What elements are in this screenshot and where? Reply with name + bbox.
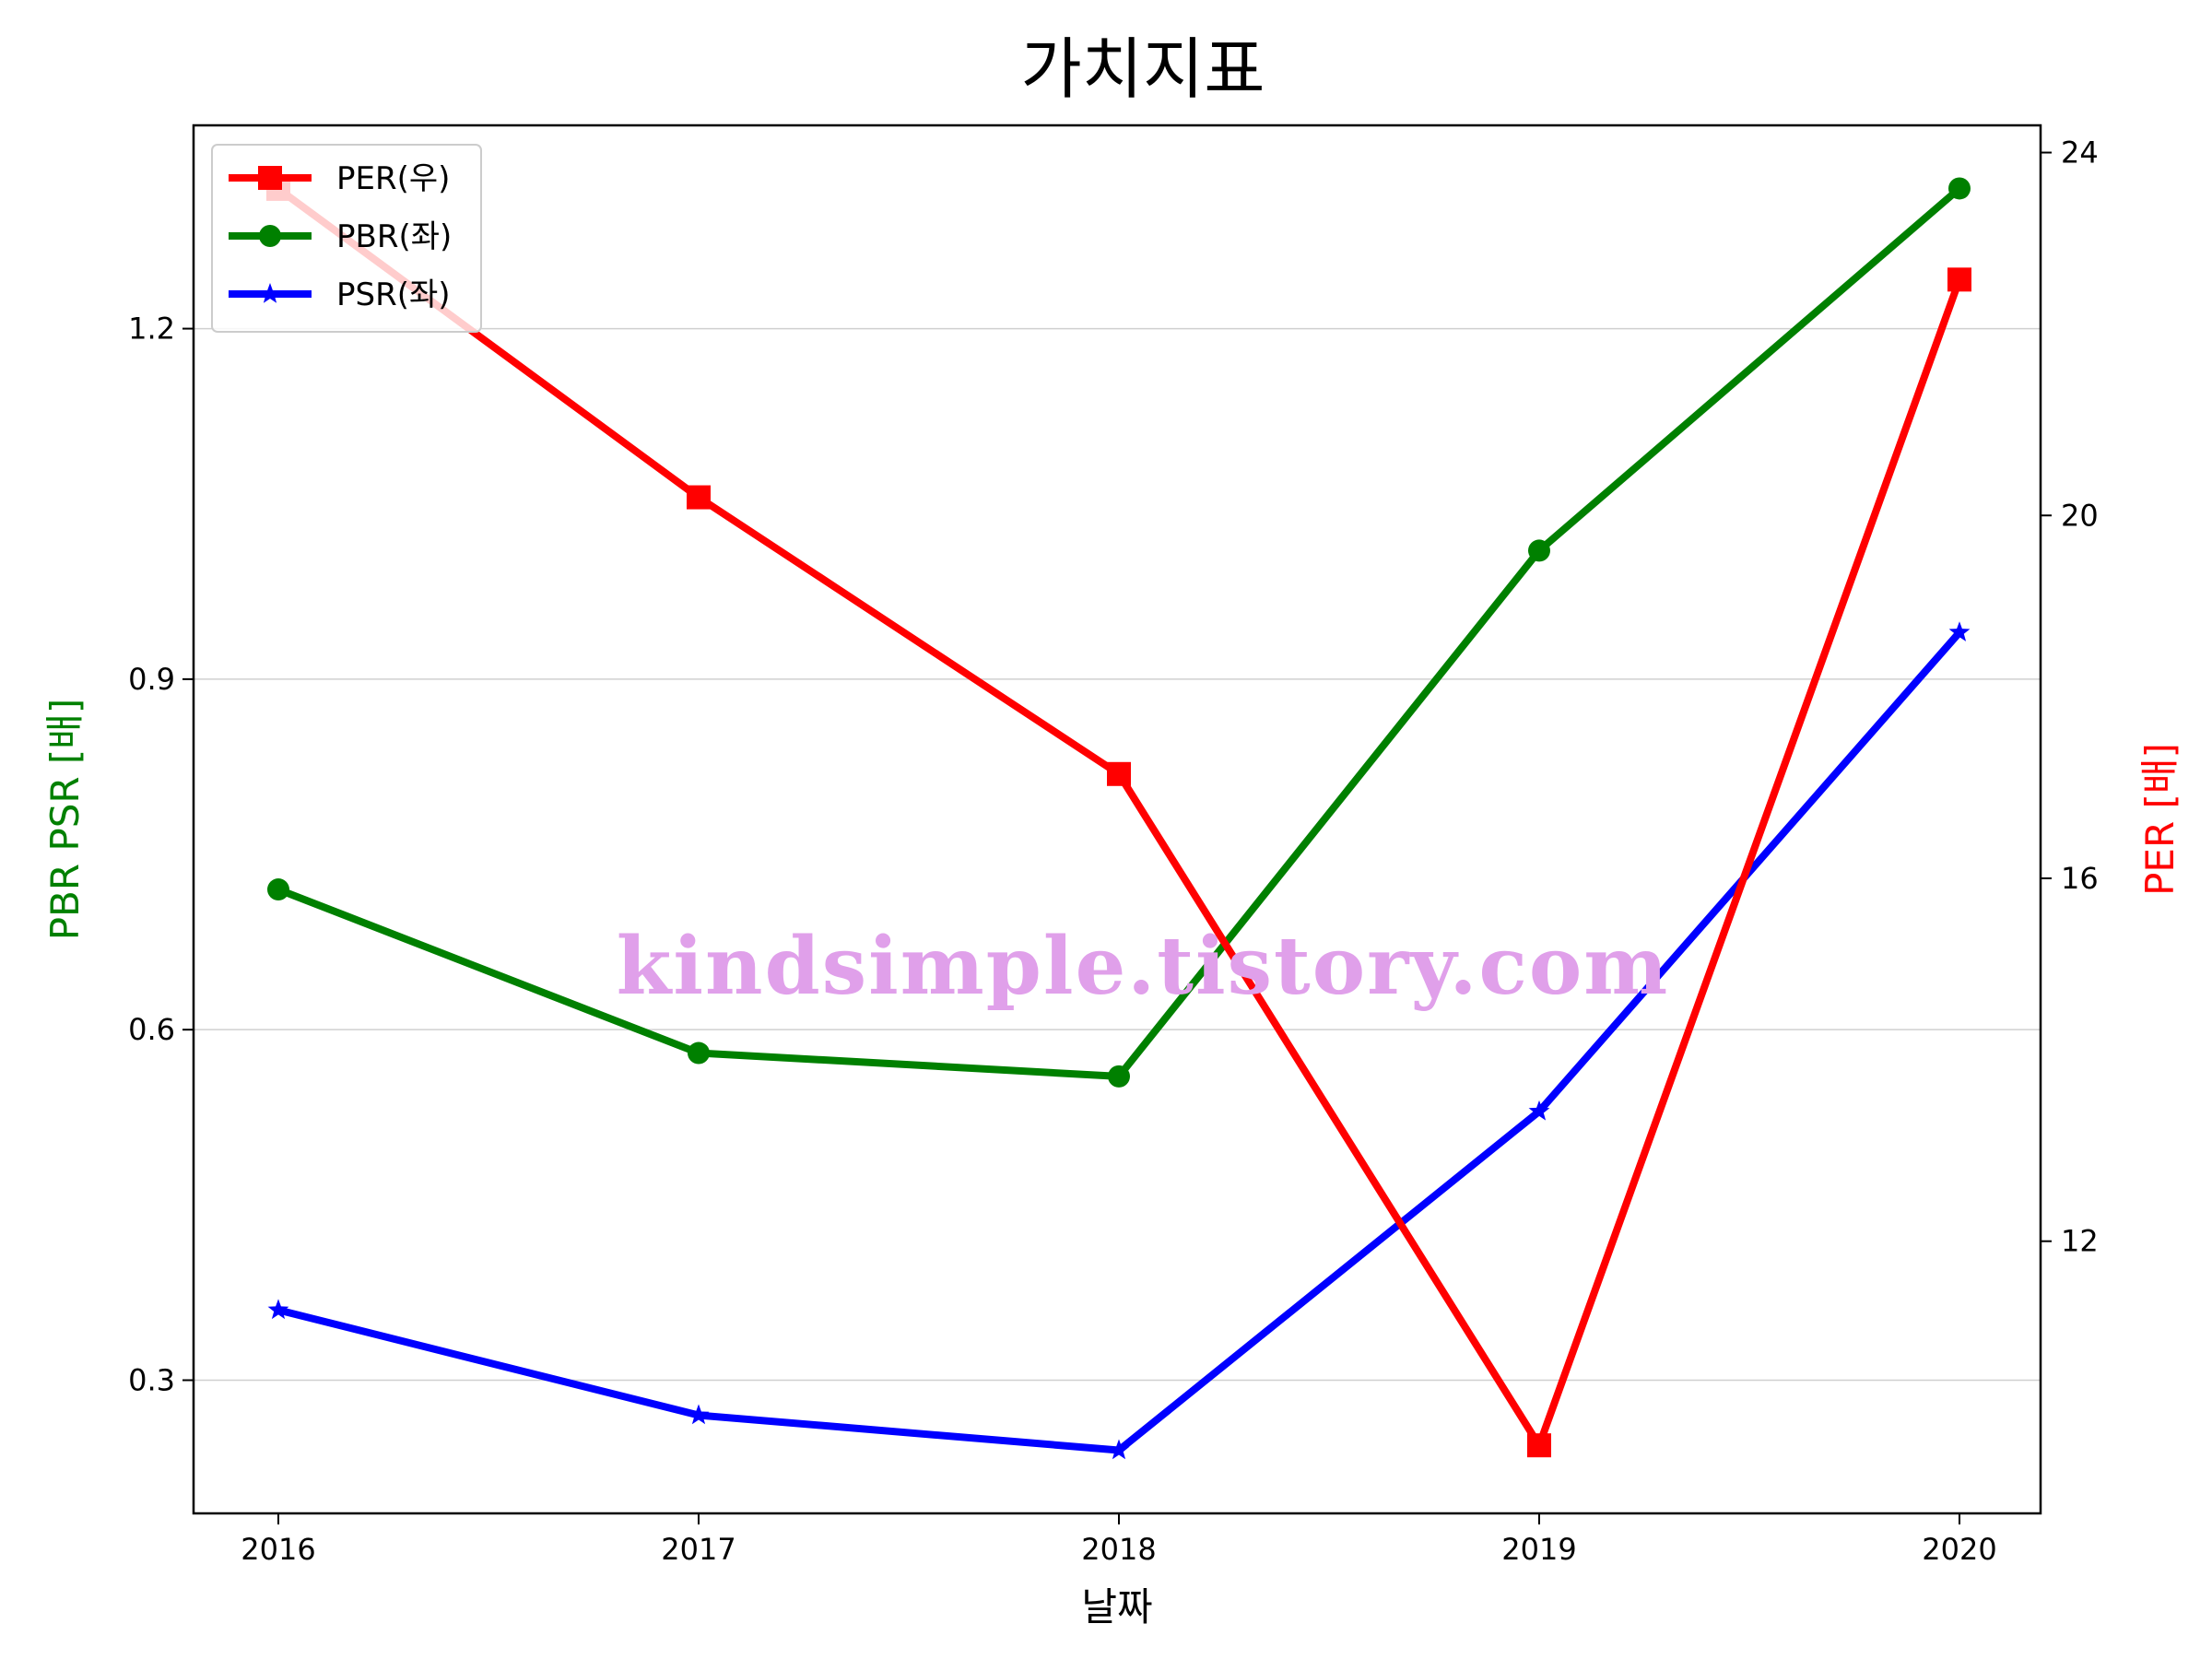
chart-title: 가치지표	[1021, 30, 1265, 108]
pbr-data-point	[267, 878, 289, 901]
legend-marker-per	[258, 166, 282, 190]
x-tick-label: 2016	[241, 1532, 315, 1567]
legend-marker-pbr	[259, 225, 281, 247]
psr-data-point	[688, 1404, 710, 1425]
left-y-tick-label: 1.2	[128, 312, 175, 347]
psr-series-line	[277, 629, 1963, 1454]
watermark-text: kindsimple.tistory.com	[617, 920, 1669, 1013]
pbr-data-point	[1528, 539, 1550, 562]
right-y-tick-label: 16	[2061, 861, 2099, 896]
legend-label-pbr: PBR(좌)	[336, 218, 452, 255]
per-data-point	[1527, 1433, 1551, 1458]
per-data-point	[1107, 761, 1131, 786]
psr-data-point	[1948, 621, 1971, 641]
axes: 0.3 0.6 0.9 1.2 12 16 20 24 2016 2017 2018 2019 2020	[128, 135, 2099, 1567]
x-tick-label: 2018	[1081, 1532, 1156, 1567]
right-y-axis-label: PER [배]	[2137, 743, 2183, 896]
x-axis-label: 날짜	[1081, 1584, 1152, 1630]
left-y-axis-label: PBR PSR [배]	[42, 699, 88, 941]
psr-data-point	[1108, 1439, 1130, 1460]
right-y-tick-label: 12	[2061, 1224, 2099, 1259]
x-tick-label: 2017	[661, 1532, 735, 1567]
psr-data-point	[267, 1299, 289, 1320]
left-y-tick-label: 0.9	[128, 662, 175, 697]
left-y-tick-label: 0.6	[128, 1012, 175, 1047]
per-series-line	[276, 185, 1963, 1450]
plot-frame	[192, 124, 2042, 1515]
left-y-tick-label: 0.3	[128, 1362, 175, 1397]
x-tick-label: 2019	[1501, 1532, 1576, 1567]
right-y-tick-label: 24	[2061, 135, 2099, 171]
pbr-data-point	[1108, 1065, 1130, 1088]
x-tick-label: 2020	[1922, 1532, 1996, 1567]
per-data-point	[687, 485, 711, 510]
legend-marker-psr	[259, 283, 281, 303]
right-y-tick-label: 20	[2061, 498, 2099, 533]
psr-data-point	[1528, 1100, 1550, 1121]
pbr-data-point	[1948, 177, 1971, 200]
legend-box	[211, 144, 482, 333]
legend-label-per: PER(우)	[336, 160, 450, 197]
pbr-data-point	[688, 1041, 710, 1065]
legend: PER(우) PBR(좌) PSR(좌)	[211, 144, 482, 333]
gridlines	[194, 327, 2041, 1382]
series-layer	[266, 176, 1971, 1460]
per-data-point	[1947, 267, 1971, 292]
legend-label-psr: PSR(좌)	[336, 276, 451, 313]
